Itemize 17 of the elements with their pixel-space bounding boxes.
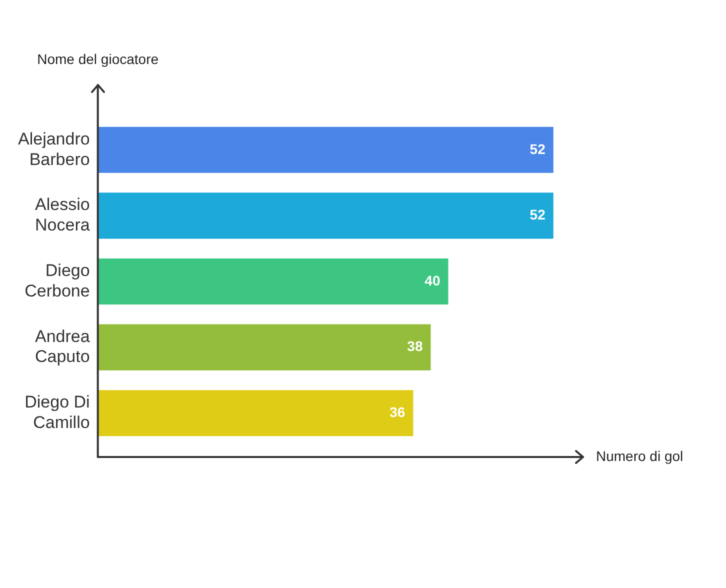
y-tick-label: Diego Di Camillo xyxy=(24,392,90,432)
y-tick-label: Diego Cerbone xyxy=(24,260,90,300)
bar xyxy=(98,126,554,173)
data-label: 36 xyxy=(390,404,406,420)
data-label: 52 xyxy=(530,140,546,157)
y-tick-label: Alejandro Barbero xyxy=(18,129,90,169)
data-label: 40 xyxy=(424,272,440,288)
bar xyxy=(98,324,431,370)
bar xyxy=(98,390,414,436)
data-label: 38 xyxy=(407,338,423,354)
bar xyxy=(98,192,554,239)
bar xyxy=(98,258,448,305)
y-tick-label: Andrea Caputo xyxy=(35,326,90,366)
y-axis-title: Nome del giocatore xyxy=(37,50,159,67)
data-label: 52 xyxy=(530,206,546,223)
y-tick-label: Alessio Nocera xyxy=(35,195,90,235)
x-axis-title: Numero di gol xyxy=(596,448,684,464)
